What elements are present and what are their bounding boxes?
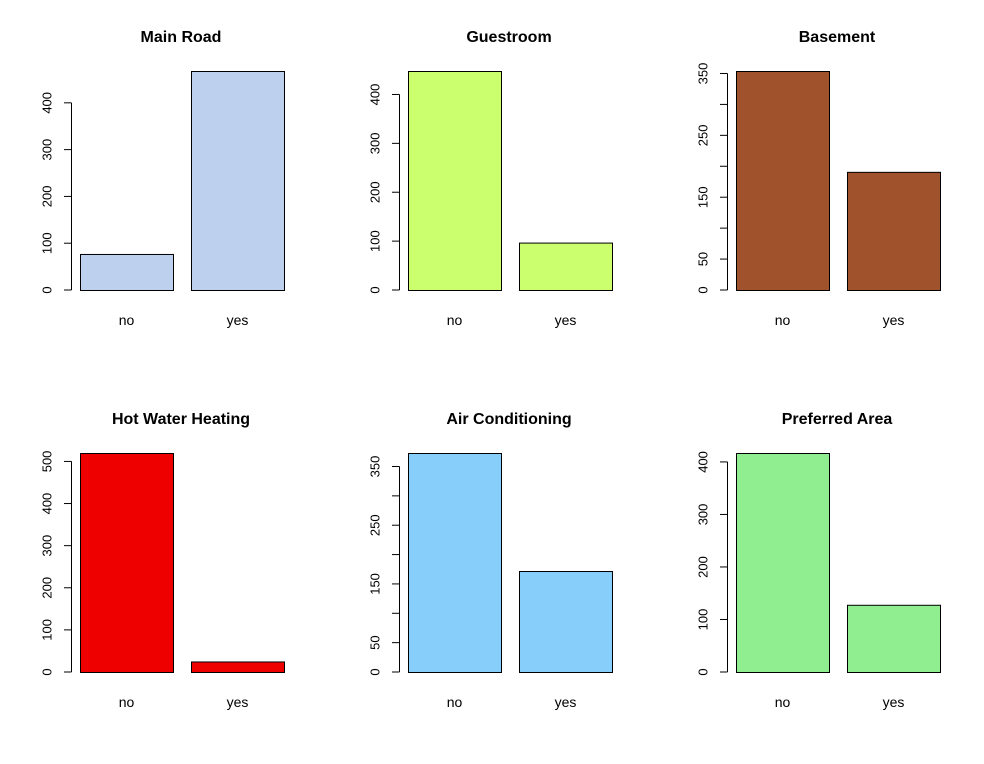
y-tick-label: 350 bbox=[368, 456, 383, 478]
y-tick-label: 400 bbox=[368, 84, 383, 106]
y-tick-label: 100 bbox=[368, 230, 383, 252]
y-tick-label: 400 bbox=[40, 92, 55, 114]
chart-panel: Main Road no yes 0 100 200 300 400 bbox=[40, 29, 285, 328]
y-tick-label: 350 bbox=[696, 63, 711, 85]
category-label: no bbox=[119, 312, 135, 328]
y-tick-label: 300 bbox=[696, 504, 711, 526]
category-label: no bbox=[447, 694, 463, 710]
chart-title: Guestroom bbox=[466, 29, 551, 46]
y-tick-label: 0 bbox=[696, 286, 711, 293]
bar-no bbox=[408, 71, 502, 291]
category-label: yes bbox=[555, 312, 577, 328]
bar-yes bbox=[191, 71, 285, 291]
y-tick-label: 100 bbox=[40, 232, 55, 254]
chart-title: Preferred Area bbox=[782, 411, 893, 428]
y-tick-label: 50 bbox=[368, 635, 383, 649]
y-tick-label: 0 bbox=[40, 286, 55, 293]
y-tick-label: 50 bbox=[696, 252, 711, 266]
y-tick-label: 300 bbox=[40, 139, 55, 161]
chart-panel: Guestroom no yes 0 100 200 300 400 bbox=[368, 29, 613, 328]
category-label: yes bbox=[227, 312, 249, 328]
y-tick-label: 400 bbox=[40, 493, 55, 515]
y-tick-label: 200 bbox=[40, 577, 55, 599]
chart-title: Hot Water Heating bbox=[112, 411, 250, 428]
y-tick-label: 200 bbox=[696, 556, 711, 578]
bar-no bbox=[736, 71, 830, 291]
y-tick-label: 250 bbox=[368, 514, 383, 536]
bar-yes bbox=[847, 171, 941, 292]
y-tick-label: 250 bbox=[696, 124, 711, 146]
category-label: no bbox=[447, 312, 463, 328]
y-tick-label: 150 bbox=[368, 573, 383, 595]
chart-panel: Basement no yes 0 50 150 250 350 bbox=[696, 29, 941, 328]
bar-yes bbox=[847, 604, 941, 673]
y-tick-label: 400 bbox=[696, 451, 711, 473]
bar-yes bbox=[519, 242, 613, 292]
y-tick-label: 0 bbox=[696, 668, 711, 675]
bar-no bbox=[408, 453, 502, 673]
category-label: no bbox=[775, 694, 791, 710]
y-tick-label: 500 bbox=[40, 451, 55, 473]
chart-title: Air Conditioning bbox=[446, 411, 571, 428]
chart-panel: Preferred Area no yes 0 100 200 300 400 bbox=[696, 411, 941, 710]
bar-no bbox=[80, 253, 174, 291]
category-label: no bbox=[775, 312, 791, 328]
chart-panel: Air Conditioning no yes 0 50 150 250 350 bbox=[368, 411, 613, 710]
y-tick-label: 100 bbox=[696, 609, 711, 631]
y-tick-label: 200 bbox=[40, 186, 55, 208]
bar-yes bbox=[519, 571, 613, 674]
bar-no bbox=[736, 453, 830, 673]
category-label: yes bbox=[883, 312, 905, 328]
y-tick-label: 0 bbox=[368, 286, 383, 293]
chart-panel: Hot Water Heating no yes 0 100 200 300 400 500 bbox=[40, 411, 285, 710]
chart-title: Basement bbox=[799, 29, 876, 46]
category-label: yes bbox=[883, 694, 905, 710]
y-tick-label: 100 bbox=[40, 619, 55, 641]
category-label: yes bbox=[227, 694, 249, 710]
y-tick-label: 0 bbox=[368, 668, 383, 675]
chart-title: Main Road bbox=[141, 29, 222, 46]
category-label: yes bbox=[555, 694, 577, 710]
bar-no bbox=[80, 453, 174, 673]
y-tick-label: 300 bbox=[40, 535, 55, 557]
y-tick-label: 300 bbox=[368, 132, 383, 154]
y-tick-label: 0 bbox=[40, 668, 55, 675]
y-tick-label: 150 bbox=[696, 186, 711, 208]
y-tick-label: 200 bbox=[368, 181, 383, 203]
bar-yes bbox=[191, 661, 285, 673]
category-label: no bbox=[119, 694, 135, 710]
